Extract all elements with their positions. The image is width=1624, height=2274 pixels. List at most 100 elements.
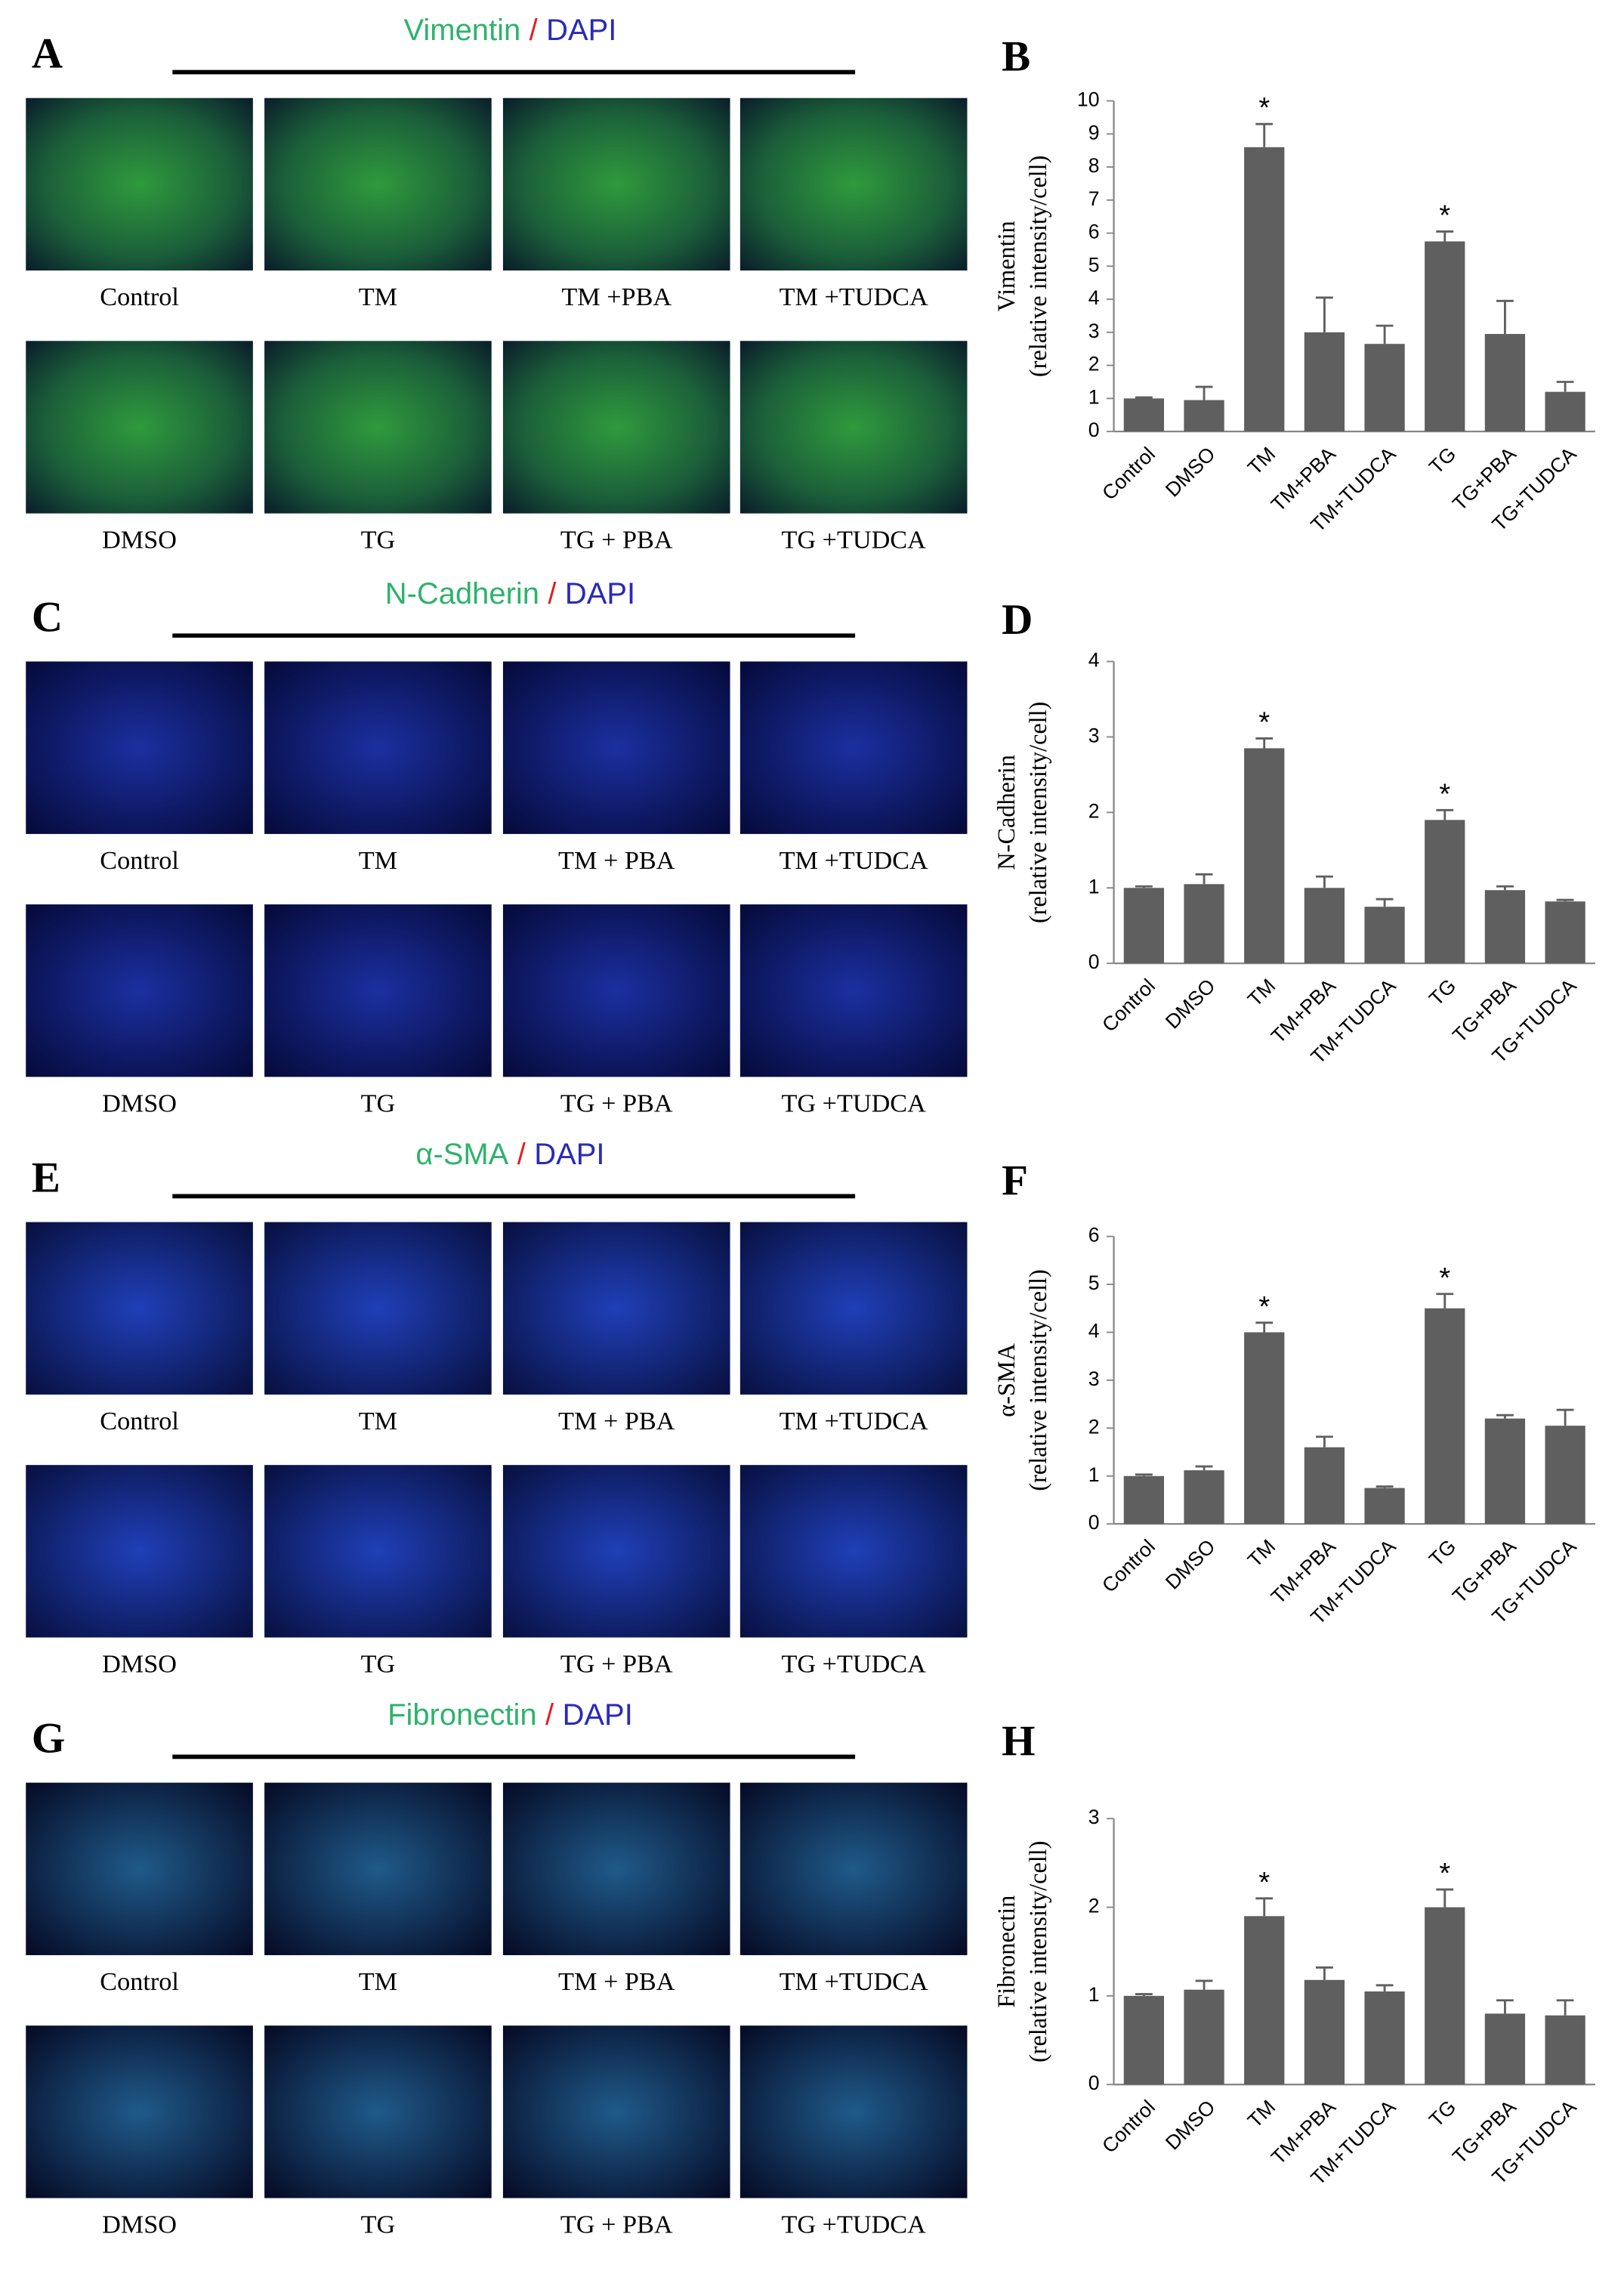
- error-bar: [1436, 230, 1454, 242]
- stain-name: α-SMA: [415, 1138, 508, 1171]
- bar: [1244, 1332, 1285, 1525]
- x-tick-label: Control: [1098, 1535, 1159, 1597]
- bar: [1304, 332, 1345, 432]
- stain-name: Vimentin: [404, 14, 521, 47]
- error-bar: [1316, 1435, 1333, 1448]
- micrograph: [264, 1465, 492, 1638]
- counter-stain: DAPI: [534, 1138, 604, 1171]
- micrograph: [502, 1782, 730, 1955]
- y-tick-label: 5: [1088, 1271, 1100, 1294]
- panel-letter: A: [32, 30, 63, 78]
- image-label: TG +TUDCA: [781, 2210, 926, 2238]
- micrograph: [264, 2025, 492, 2198]
- significance-mark: *: [1439, 199, 1450, 231]
- bar: [1484, 1418, 1526, 1525]
- micrograph: [26, 661, 253, 834]
- error-bar: [1255, 737, 1274, 749]
- y-tick-label: 4: [1088, 649, 1100, 672]
- micrograph: [26, 1465, 253, 1638]
- y-axis-label: (relative intensity/cell): [1024, 156, 1051, 378]
- micrograph: [264, 904, 492, 1077]
- image-label: DMSO: [102, 1089, 177, 1117]
- micrograph: [264, 1782, 492, 1955]
- y-axis-label: (relative intensity/cell): [1024, 702, 1051, 924]
- panel-letter: E: [32, 1154, 60, 1201]
- bar: [1425, 820, 1465, 964]
- bar: [1304, 888, 1345, 964]
- y-tick-label: 1: [1088, 1983, 1100, 2006]
- image-label: TM + PBA: [558, 1407, 675, 1435]
- bar: [1484, 2013, 1526, 2085]
- bar: [1184, 884, 1224, 964]
- micrograph: [26, 2025, 253, 2198]
- x-tick-label: TM: [1243, 1535, 1280, 1571]
- y-tick-label: 2: [1088, 799, 1100, 822]
- x-tick-label: DMSO: [1161, 1535, 1220, 1594]
- bar: [1123, 1475, 1165, 1525]
- panel-letter: F: [1002, 1157, 1028, 1204]
- bar: [1364, 1991, 1405, 2085]
- micrograph: [739, 1222, 968, 1395]
- error-bar: [1316, 875, 1333, 888]
- image-label: TM +TUDCA: [780, 1967, 928, 1996]
- error-bar: [1496, 299, 1514, 335]
- image-label: TM: [359, 1967, 397, 1996]
- error-bar: [1496, 1999, 1514, 2014]
- stain-separator: /: [529, 14, 539, 47]
- y-tick-label: 0: [1088, 950, 1100, 973]
- error-bar: [1195, 1465, 1213, 1471]
- error-bar: [1436, 1293, 1454, 1308]
- micrograph: [26, 97, 253, 271]
- image-label: TG: [361, 1649, 396, 1678]
- error-bar: [1375, 1485, 1394, 1488]
- y-tick-label: 7: [1088, 187, 1100, 210]
- x-tick-label: TG: [1425, 975, 1460, 1010]
- image-label: TG + PBA: [560, 526, 673, 555]
- error-bar: [1255, 1321, 1274, 1333]
- x-tick-label: Control: [1098, 2096, 1159, 2158]
- error-bar: [1375, 898, 1394, 907]
- bar: [1545, 901, 1585, 964]
- micrograph: [264, 97, 492, 271]
- y-axis-label: Fibronectin: [993, 1896, 1020, 2008]
- bar: [1244, 1916, 1285, 2085]
- bar: [1425, 241, 1465, 432]
- stain-title: Fibronectin / DAPI: [387, 1698, 633, 1732]
- error-bar: [1375, 1984, 1394, 1992]
- significance-mark: *: [1258, 1867, 1270, 1899]
- micrograph: [739, 97, 968, 271]
- bar: [1364, 907, 1405, 964]
- error-bar: [1316, 296, 1333, 332]
- counter-stain: DAPI: [563, 1698, 633, 1732]
- stain-separator: /: [545, 1698, 554, 1732]
- error-bar: [1135, 1473, 1153, 1476]
- error-bar: [1255, 122, 1274, 147]
- micrograph: [502, 97, 730, 271]
- micrograph: [264, 661, 492, 834]
- y-tick-label: 1: [1088, 875, 1100, 898]
- stain-separator: /: [517, 1138, 526, 1171]
- bar: [1304, 1447, 1345, 1525]
- y-tick-label: 6: [1088, 221, 1100, 243]
- micrograph: [26, 904, 253, 1077]
- y-tick-label: 4: [1088, 286, 1100, 309]
- image-label: TM + PBA: [558, 1967, 675, 1996]
- micrograph: [264, 1222, 492, 1395]
- stain-title: Vimentin / DAPI: [404, 14, 617, 47]
- bar: [1123, 1995, 1165, 2085]
- y-tick-label: 10: [1077, 88, 1100, 111]
- error-bar: [1556, 898, 1574, 902]
- bar: [1425, 1907, 1465, 2085]
- image-label: TG: [361, 1089, 396, 1117]
- image-label: TM +TUDCA: [780, 846, 928, 875]
- micrograph: [739, 341, 968, 514]
- image-label: TG: [361, 2210, 396, 2238]
- image-label: Control: [100, 1967, 179, 1996]
- image-label: TG +TUDCA: [781, 526, 926, 555]
- y-tick-label: 9: [1088, 121, 1100, 144]
- image-label: TM: [359, 1407, 397, 1435]
- y-tick-label: 3: [1088, 1367, 1100, 1390]
- bar: [1304, 1979, 1345, 2085]
- bar: [1364, 344, 1405, 432]
- x-tick-label: TG: [1425, 443, 1460, 478]
